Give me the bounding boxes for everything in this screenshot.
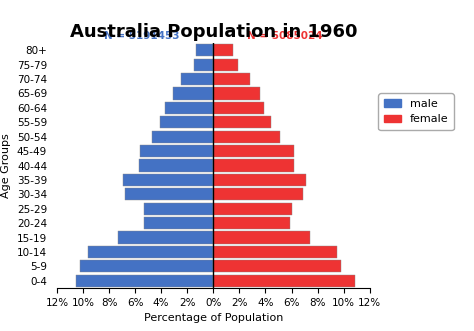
Bar	[213, 275, 356, 287]
Bar	[213, 260, 341, 272]
Text: N = 5191453: N = 5191453	[104, 30, 179, 41]
Bar	[213, 231, 310, 244]
Bar	[118, 231, 213, 244]
Bar	[144, 203, 213, 215]
Bar	[160, 116, 213, 128]
Bar	[213, 217, 290, 229]
Bar	[173, 87, 213, 100]
Bar	[213, 116, 271, 128]
Bar	[139, 159, 213, 171]
Y-axis label: Age Groups: Age Groups	[1, 133, 11, 198]
Bar	[213, 59, 238, 71]
Bar	[213, 102, 264, 114]
Legend: male, female: male, female	[378, 93, 454, 130]
Bar	[144, 217, 213, 229]
Bar	[88, 246, 213, 258]
Text: N = 5085024: N = 5085024	[247, 30, 323, 41]
X-axis label: Percentage of Population: Percentage of Population	[144, 313, 283, 323]
Bar	[123, 174, 213, 186]
Bar	[140, 145, 213, 157]
Bar	[213, 159, 294, 171]
Bar	[152, 130, 213, 143]
Bar	[213, 145, 294, 157]
Bar	[76, 275, 213, 287]
Bar	[125, 188, 213, 201]
Bar	[213, 44, 233, 56]
Title: Australia Population in 1960: Australia Population in 1960	[70, 24, 357, 41]
Bar	[213, 203, 292, 215]
Bar	[213, 188, 303, 201]
Bar	[213, 87, 260, 100]
Bar	[196, 44, 213, 56]
Bar	[213, 174, 306, 186]
Bar	[165, 102, 213, 114]
Bar	[194, 59, 213, 71]
Bar	[181, 73, 213, 85]
Bar	[213, 73, 250, 85]
Bar	[213, 130, 280, 143]
Bar	[81, 260, 213, 272]
Bar	[213, 246, 337, 258]
